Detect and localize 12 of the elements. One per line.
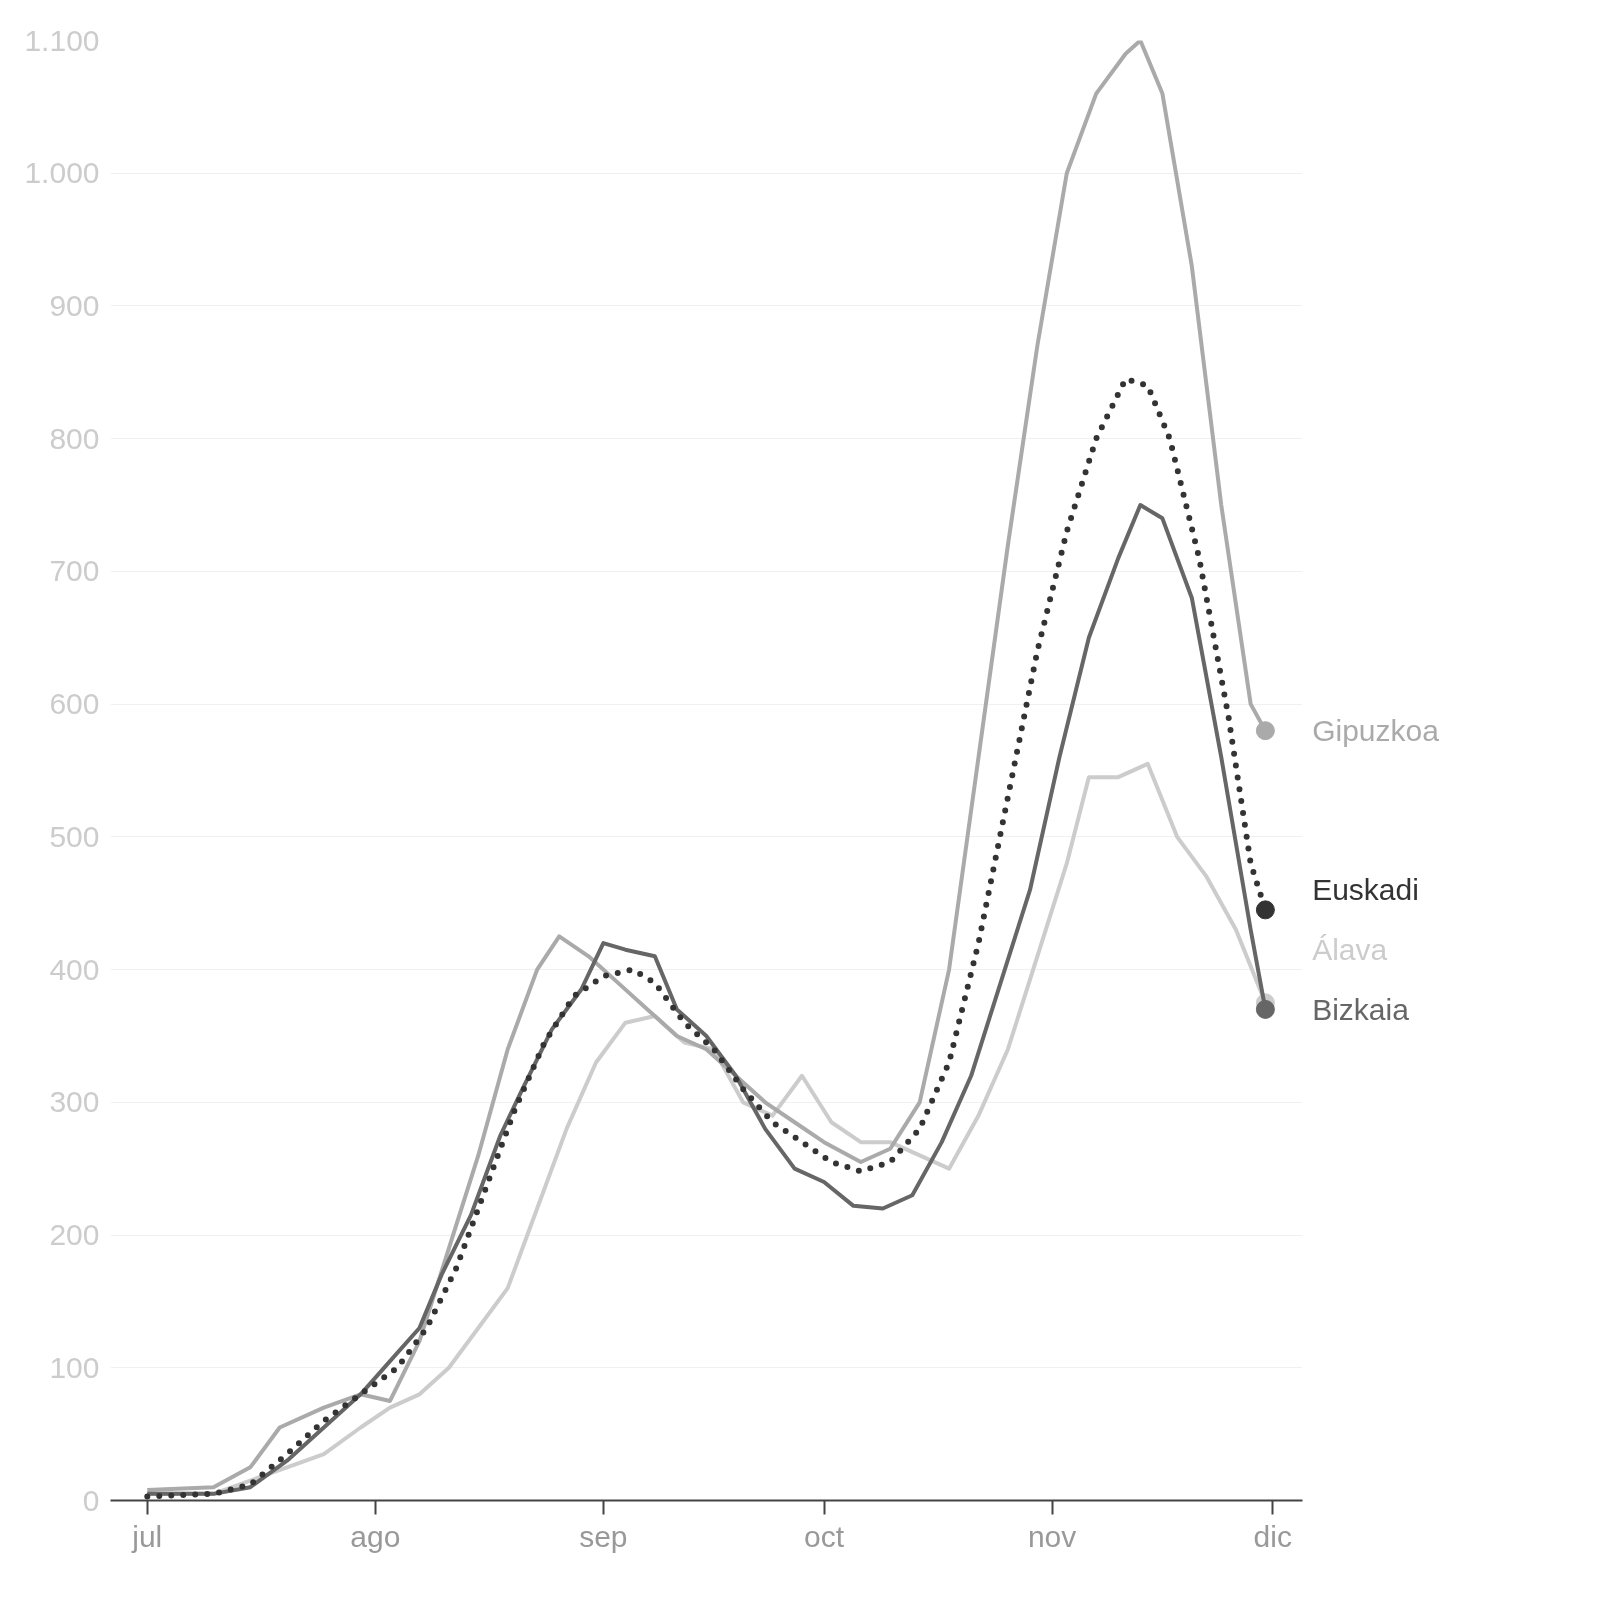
x-tick-label: sep (579, 1519, 628, 1553)
x-tick-label: oct (804, 1519, 845, 1553)
x-tick-label: jul (131, 1519, 163, 1553)
series-label: Bizkaia (1312, 992, 1410, 1026)
point (1255, 999, 1275, 1019)
point (1255, 900, 1275, 920)
series-label: Gipuzkoa (1312, 714, 1440, 748)
point (1255, 721, 1275, 741)
x-tick-label: ago (350, 1519, 401, 1553)
x-tick-label: nov (1027, 1519, 1077, 1553)
x-tick-label: dic (1253, 1519, 1292, 1553)
series-label: Euskadi (1312, 873, 1419, 907)
